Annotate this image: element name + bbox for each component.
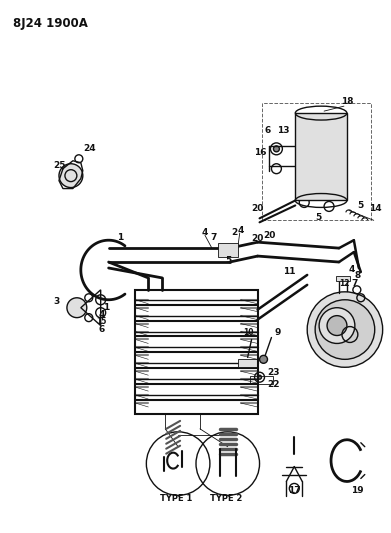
Text: 24: 24 (83, 144, 95, 154)
Text: 4: 4 (202, 228, 208, 237)
Text: TYPE 2: TYPE 2 (210, 494, 242, 503)
Circle shape (258, 375, 262, 379)
Bar (295, 113, 347, 200)
Text: 4: 4 (238, 226, 244, 235)
Circle shape (319, 308, 355, 343)
Text: 3: 3 (53, 297, 59, 306)
Text: 25: 25 (53, 161, 66, 170)
Text: 16: 16 (254, 148, 266, 157)
Circle shape (67, 298, 87, 318)
Circle shape (315, 300, 375, 359)
Text: 4: 4 (349, 265, 355, 274)
Circle shape (307, 292, 383, 367)
Text: 4: 4 (99, 310, 105, 319)
Text: 19: 19 (351, 486, 364, 495)
Text: 8J24 1900A: 8J24 1900A (13, 17, 88, 30)
Text: 20: 20 (251, 204, 264, 213)
Circle shape (327, 316, 347, 335)
Text: 14: 14 (369, 204, 381, 213)
Text: 2: 2 (232, 228, 238, 237)
Bar (249, 376, 273, 384)
Text: 1: 1 (103, 303, 109, 312)
Text: 22: 22 (267, 379, 280, 389)
Text: 7: 7 (351, 279, 357, 288)
Text: 11: 11 (283, 268, 296, 277)
Text: 10: 10 (244, 328, 254, 337)
Bar (336, 276, 350, 281)
Circle shape (273, 146, 280, 152)
Bar (218, 243, 238, 257)
Bar (262, 103, 371, 220)
Bar (238, 359, 258, 367)
Text: 6: 6 (264, 126, 271, 135)
Text: 18: 18 (341, 96, 353, 106)
Text: 17: 17 (288, 486, 301, 495)
Circle shape (260, 356, 267, 364)
Text: 13: 13 (277, 126, 290, 135)
Text: 20: 20 (264, 231, 276, 240)
Text: 20: 20 (251, 233, 264, 243)
Text: TYPE 1: TYPE 1 (160, 494, 193, 503)
Text: 9: 9 (274, 328, 281, 337)
Text: 7: 7 (210, 233, 216, 241)
Text: 6: 6 (99, 325, 105, 334)
Text: 5: 5 (357, 201, 363, 210)
Text: 23: 23 (267, 368, 280, 377)
Text: 5: 5 (225, 255, 231, 264)
Text: 12: 12 (339, 279, 350, 288)
Text: 15: 15 (96, 317, 106, 326)
Text: 5: 5 (315, 213, 321, 222)
Bar (135, 290, 258, 414)
Circle shape (59, 164, 83, 188)
Text: 1: 1 (117, 233, 123, 241)
Text: 8: 8 (355, 271, 361, 280)
